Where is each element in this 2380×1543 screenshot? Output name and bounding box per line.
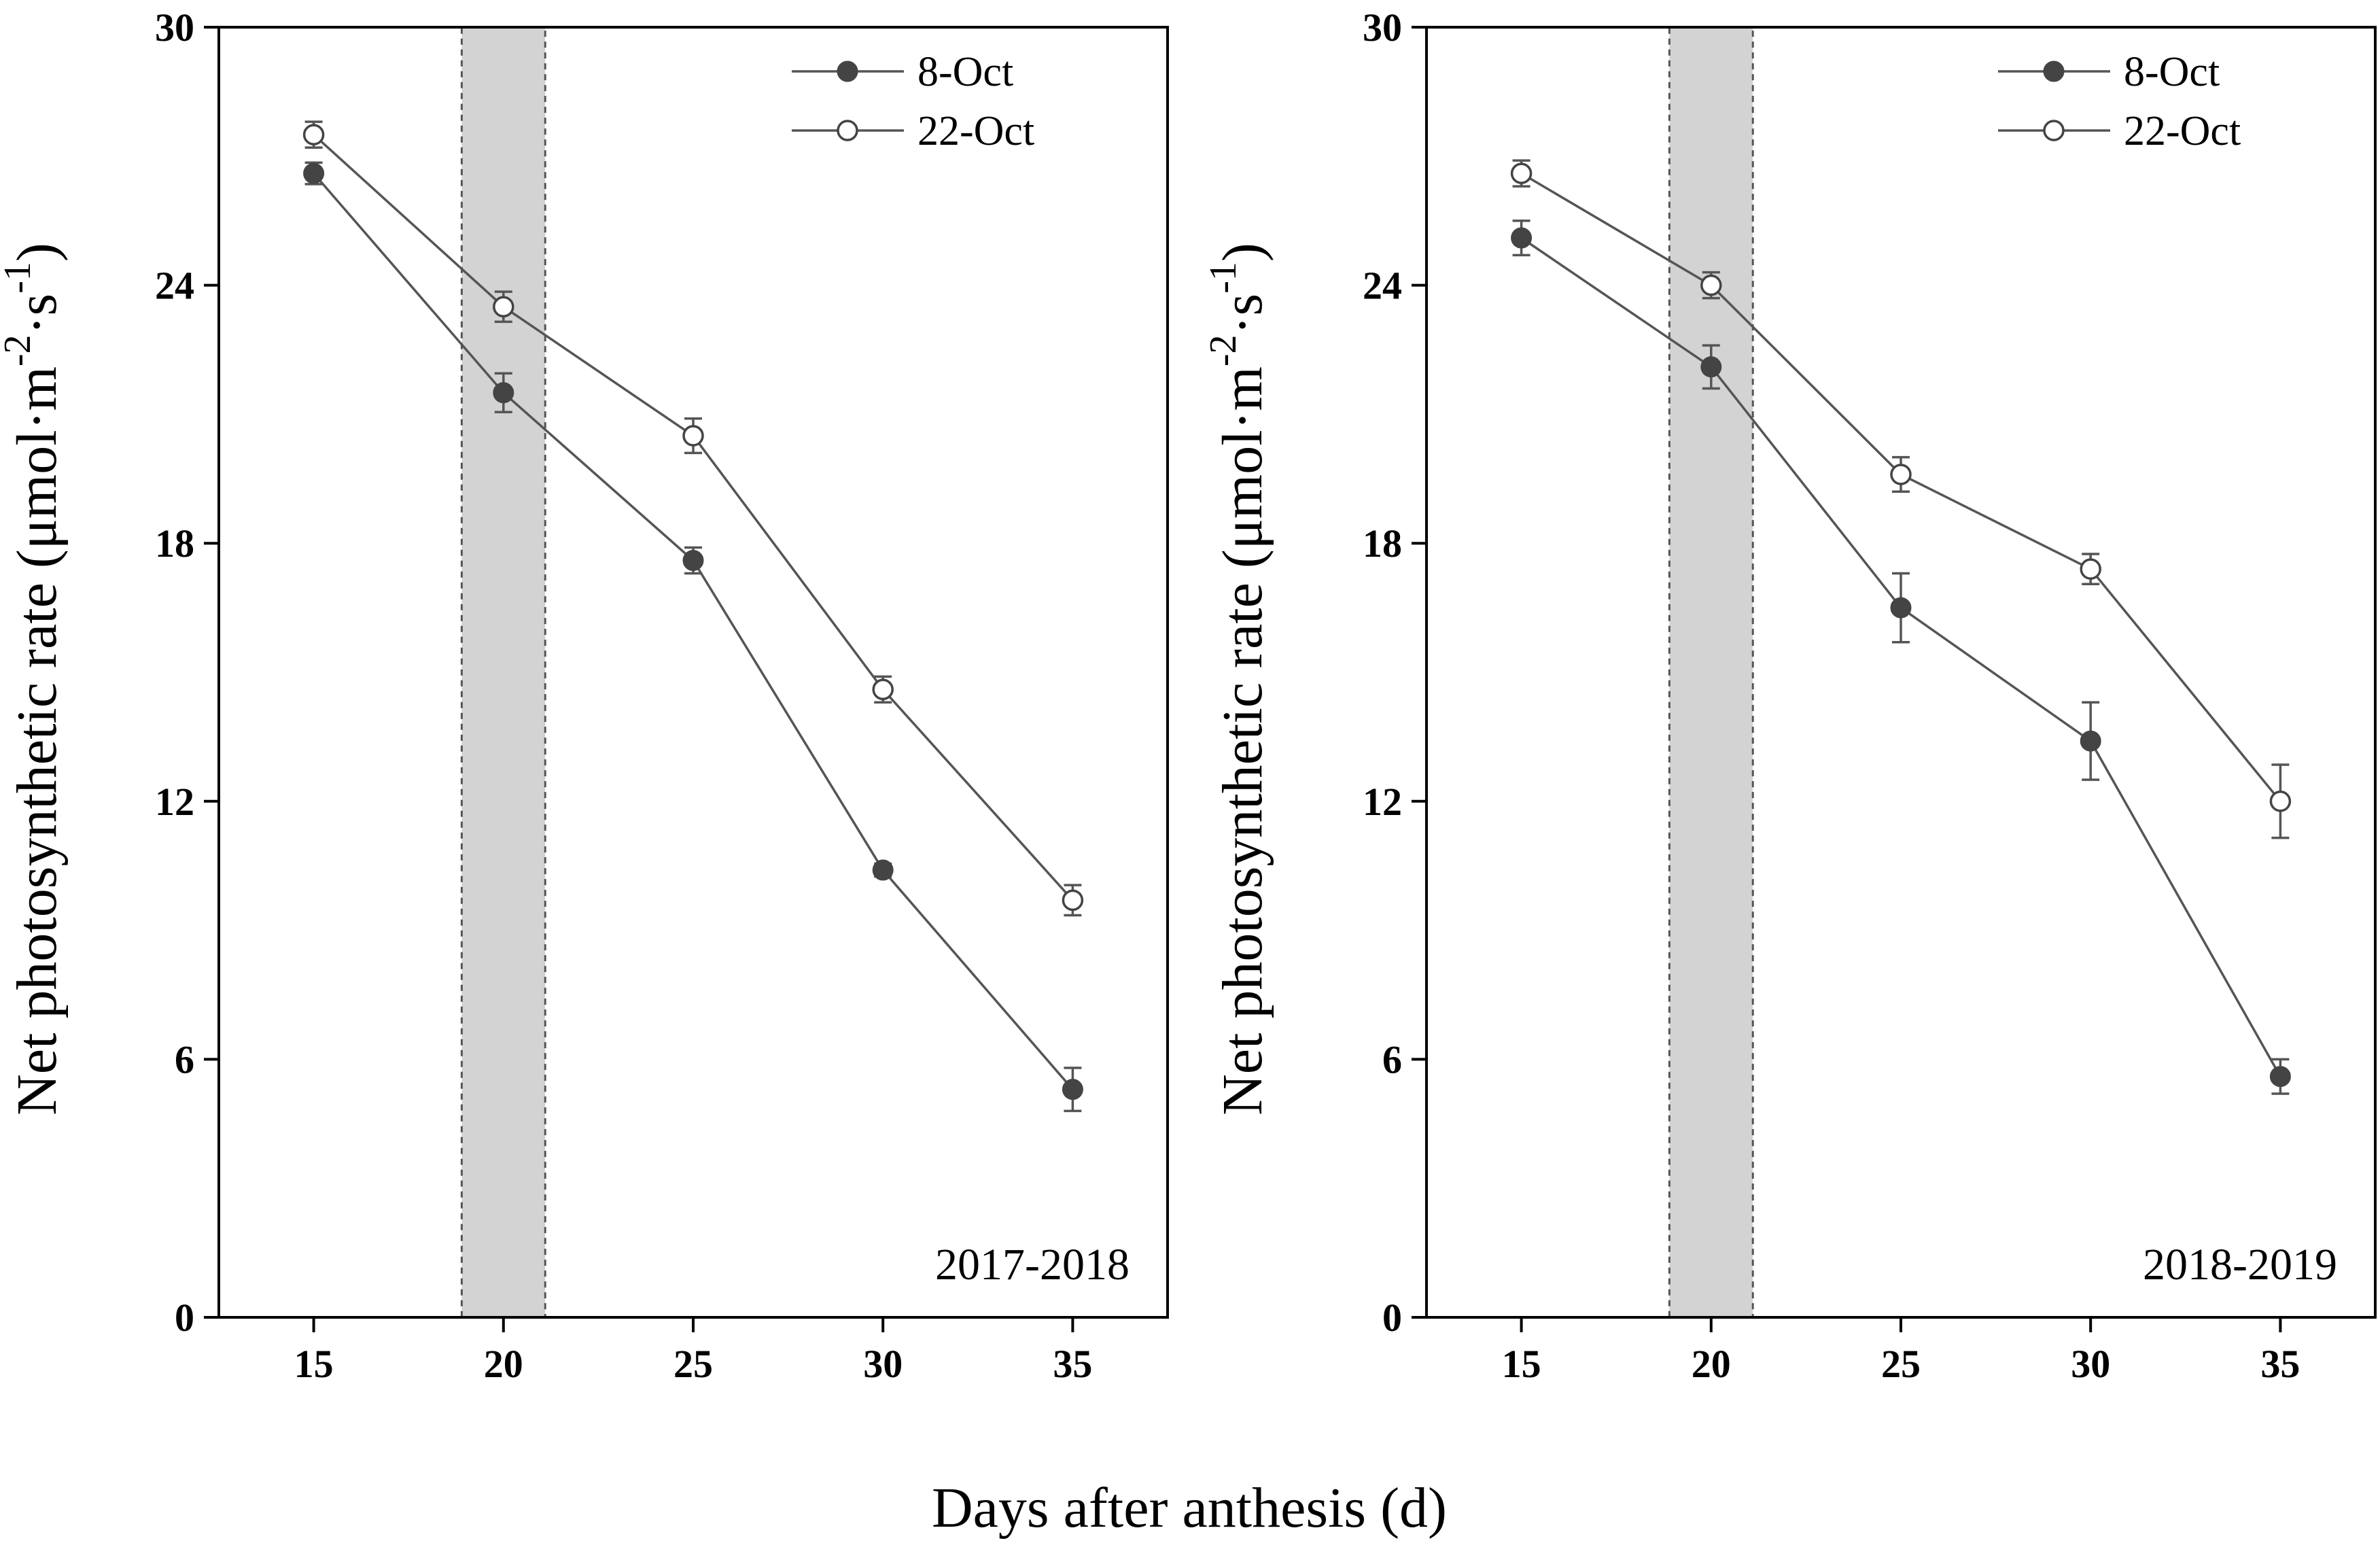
y-axis-label-superscript: -1 xyxy=(1202,262,1244,294)
y-axis-label: Net photosynthetic rate (μmol·m-2·s-1) xyxy=(0,243,69,1115)
legend-marker xyxy=(2043,60,2065,82)
y-tick-label: 18 xyxy=(155,521,194,566)
x-tick-label: 35 xyxy=(2260,1342,2300,1386)
x-tick-label: 35 xyxy=(1053,1342,1092,1386)
data-point xyxy=(1700,274,1722,296)
y-tick-label: 30 xyxy=(1363,5,1402,50)
y-tick-label: 6 xyxy=(1382,1037,1402,1081)
data-point xyxy=(303,162,325,184)
legend-label: 22-Oct xyxy=(2124,108,2241,154)
data-point xyxy=(872,678,894,701)
y-axis-label-part: Net photosynthetic rate (μmol·m xyxy=(1211,366,1274,1115)
data-point xyxy=(493,382,514,404)
x-tick-label: 25 xyxy=(1881,1342,1921,1386)
y-tick-label: 12 xyxy=(155,780,194,824)
y-axis-label-superscript: -1 xyxy=(0,262,39,294)
data-point xyxy=(2269,1066,2291,1088)
y-axis-label-part: ) xyxy=(1211,243,1274,262)
x-tick-label: 25 xyxy=(673,1342,713,1386)
y-tick-label: 12 xyxy=(1363,780,1402,824)
season-annotation: 2017-2018 xyxy=(935,1240,1130,1289)
data-point xyxy=(872,859,894,881)
plot-frame xyxy=(217,26,1169,1319)
data-point xyxy=(682,425,704,447)
y-axis-label-part: ·s xyxy=(5,294,69,335)
data-point xyxy=(1890,464,1912,485)
series-line-8-Oct xyxy=(1520,237,2281,1077)
legend-label: 8-Oct xyxy=(917,49,1013,95)
x-tick-label: 30 xyxy=(2071,1342,2110,1386)
y-axis-label-part: ) xyxy=(5,243,69,262)
data-point xyxy=(1062,1079,1083,1100)
legend-label: 8-Oct xyxy=(2124,49,2220,95)
data-point xyxy=(2269,791,2292,812)
y-tick-label: 0 xyxy=(175,1296,194,1340)
y-tick-label: 30 xyxy=(155,5,194,50)
legend-label: 22-Oct xyxy=(917,108,1034,154)
y-axis-label-superscript: -2 xyxy=(1202,334,1244,366)
y-tick-label: 0 xyxy=(1382,1296,1402,1340)
data-point xyxy=(1510,162,1533,184)
data-point xyxy=(1062,889,1084,912)
legend-marker xyxy=(837,60,858,82)
legend-marker xyxy=(2043,120,2065,141)
series-line-8-Oct xyxy=(313,172,1074,1090)
y-tick-label: 24 xyxy=(1363,264,1402,308)
x-tick-label: 30 xyxy=(863,1342,903,1386)
shaded-region xyxy=(460,26,546,1319)
plot-frame xyxy=(1425,26,2377,1319)
y-tick-label: 24 xyxy=(155,264,194,308)
data-point xyxy=(2080,558,2101,580)
panel-2017-2018: 0 6 12 18 24 30 15 20 25 30 35 Net photosynthetic r… xyxy=(0,5,1169,1386)
x-axis-label: Days after anthesis (d) xyxy=(932,1476,1447,1540)
x-tick-label: 15 xyxy=(294,1342,334,1386)
data-point xyxy=(2080,730,2101,752)
legend-marker xyxy=(837,120,858,141)
data-point xyxy=(682,550,704,572)
y-tick-label: 18 xyxy=(1363,521,1402,566)
data-point xyxy=(1511,227,1533,249)
y-axis-label-superscript: -2 xyxy=(0,334,39,366)
x-tick-label: 20 xyxy=(484,1342,523,1386)
data-point xyxy=(1890,597,1912,619)
season-annotation: 2018-2019 xyxy=(2143,1240,2337,1289)
y-axis-label-part: ·s xyxy=(1211,294,1274,335)
data-point xyxy=(1700,356,1722,378)
x-tick-label: 20 xyxy=(1692,1342,1731,1386)
series-line-22-Oct xyxy=(313,133,1074,901)
data-point xyxy=(493,296,514,317)
shaded-region xyxy=(1668,26,1754,1319)
panel-2018-2019: 0 6 12 18 24 30 15 20 25 30 35 Net photosynthetic r… xyxy=(1202,5,2377,1386)
y-axis-label: Net photosynthetic rate (μmol·m-2·s-1) xyxy=(1202,243,1274,1115)
data-point xyxy=(302,124,325,145)
y-tick-label: 6 xyxy=(175,1037,194,1081)
y-axis-label-part: Net photosynthetic rate (μmol·m xyxy=(5,366,69,1115)
x-tick-label: 15 xyxy=(1502,1342,1541,1386)
